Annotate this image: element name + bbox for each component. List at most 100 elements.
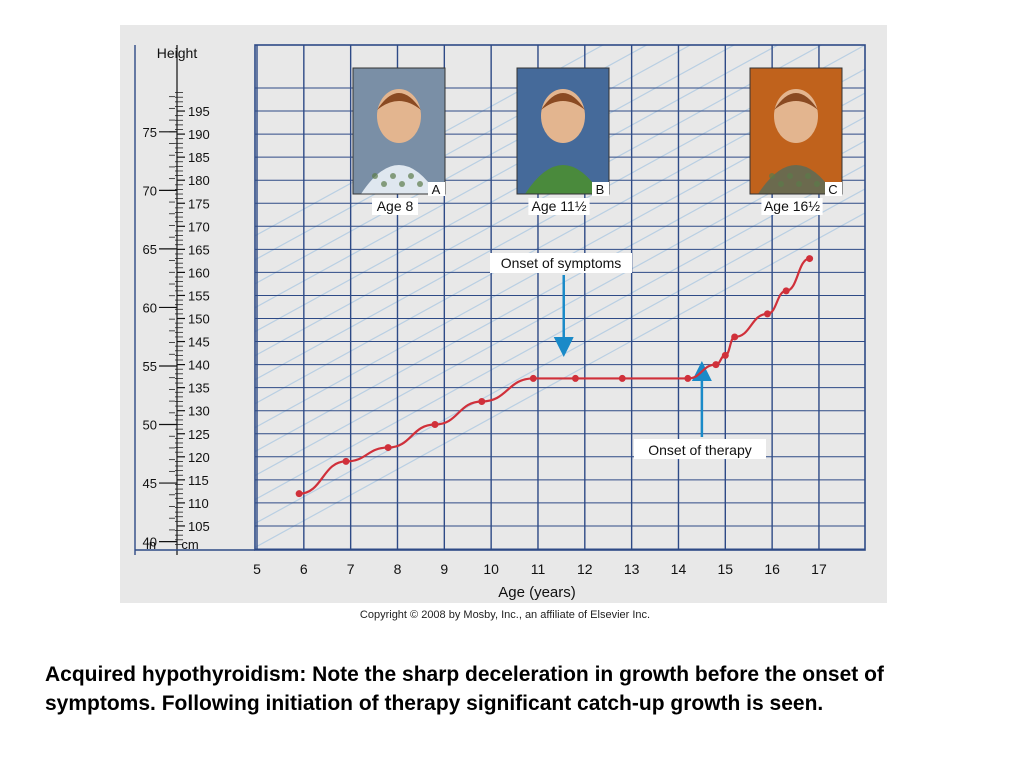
x-tick-label: 14 bbox=[671, 561, 687, 577]
series-layer bbox=[295, 255, 814, 498]
growth-chart: 1051101151201251301351401451501551601651… bbox=[120, 25, 887, 603]
photo-age-label: Age 11½ bbox=[531, 198, 586, 214]
y-tick-label-in: 65 bbox=[143, 242, 157, 257]
photo-shirt bbox=[525, 165, 601, 194]
shirt-pattern-dot bbox=[814, 181, 820, 187]
y-axis-label: Height bbox=[157, 45, 198, 61]
y-tick-label-cm: 165 bbox=[188, 242, 210, 257]
x-tick-label: 11 bbox=[531, 561, 546, 577]
photo-age-label: Age 16½ bbox=[764, 198, 820, 214]
photo-frame bbox=[352, 67, 446, 195]
photo-frame bbox=[749, 67, 843, 195]
annotations: Onset of symptoms Onset of therapy bbox=[490, 253, 766, 459]
x-tick-label: 8 bbox=[394, 561, 402, 577]
shirt-pattern-dot bbox=[805, 173, 811, 179]
patient-photo: B Age 11½ bbox=[516, 67, 610, 215]
y-units-left: in bbox=[146, 537, 156, 552]
y-tick-label-cm: 140 bbox=[188, 358, 210, 373]
photo-letter: A bbox=[432, 182, 441, 197]
y-tick-label-cm: 120 bbox=[188, 450, 210, 465]
patient-photos: A Age 8 B Age 11½ C Age 16½ bbox=[352, 67, 843, 215]
data-point bbox=[342, 457, 350, 465]
photo-label-bg bbox=[761, 198, 823, 215]
shirt-pattern-dot bbox=[372, 173, 378, 179]
x-tick-label: 7 bbox=[347, 561, 355, 577]
y-tick-label-cm: 150 bbox=[188, 312, 210, 327]
y-tick-label-in: 55 bbox=[143, 359, 157, 374]
patient-photo: C Age 16½ bbox=[749, 67, 843, 215]
y-tick-label-cm: 180 bbox=[188, 173, 210, 188]
data-point bbox=[712, 361, 720, 369]
shirt-pattern-dot bbox=[796, 181, 802, 187]
y-tick-label-in: 60 bbox=[143, 300, 157, 315]
y-tick-label-cm: 125 bbox=[188, 427, 210, 442]
photo-letter: B bbox=[596, 182, 605, 197]
y-tick-label-cm: 105 bbox=[188, 519, 210, 534]
data-point bbox=[478, 397, 486, 405]
photo-age-label: Age 8 bbox=[377, 198, 414, 214]
photo-letter-bg bbox=[428, 182, 445, 196]
x-tick-label: 9 bbox=[440, 561, 448, 577]
slide-caption: Acquired hypothyroidism: Note the sharp … bbox=[45, 663, 884, 715]
annotation-label-bg bbox=[634, 439, 766, 459]
y-tick-label-cm: 130 bbox=[188, 404, 210, 419]
photo-hair bbox=[774, 93, 818, 110]
photo-label-bg bbox=[528, 198, 590, 215]
x-tick-label: 17 bbox=[811, 561, 827, 577]
chart-axes: 1051101151201251301351401451501551601651… bbox=[134, 45, 827, 577]
y-tick-label-cm: 110 bbox=[188, 496, 209, 511]
x-tick-label: 15 bbox=[718, 561, 734, 577]
shirt-pattern-dot bbox=[399, 181, 405, 187]
data-point bbox=[763, 310, 771, 318]
photo-hair bbox=[377, 93, 421, 110]
plot-frame bbox=[254, 44, 866, 551]
data-point bbox=[806, 255, 814, 263]
y-tick-label-cm: 175 bbox=[188, 196, 210, 211]
y-tick-label-cm: 155 bbox=[188, 288, 210, 303]
x-tick-label: 10 bbox=[483, 561, 499, 577]
shirt-pattern-dot bbox=[390, 173, 396, 179]
shirt-pattern-dot bbox=[769, 173, 775, 179]
x-tick-label: 12 bbox=[577, 561, 593, 577]
shirt-pattern-dot bbox=[381, 181, 387, 187]
copyright-notice: Copyright © 2008 by Mosby, Inc., an affi… bbox=[359, 609, 651, 621]
shirt-pattern-dot bbox=[417, 181, 423, 187]
data-point bbox=[295, 490, 303, 498]
y-tick-label-cm: 135 bbox=[188, 381, 210, 396]
shirt-pattern-dot bbox=[408, 173, 414, 179]
patient-photo: A Age 8 bbox=[352, 67, 446, 215]
y-tick-label-in: 40 bbox=[143, 535, 157, 550]
photo-label-bg bbox=[372, 198, 418, 215]
x-tick-label: 16 bbox=[764, 561, 780, 577]
data-point bbox=[684, 374, 692, 382]
data-point bbox=[731, 333, 739, 341]
y-tick-label-cm: 195 bbox=[188, 104, 210, 119]
shirt-pattern-dot bbox=[778, 181, 784, 187]
photo-letter: C bbox=[828, 182, 837, 197]
y-tick-label-cm: 145 bbox=[188, 335, 210, 350]
data-point bbox=[782, 287, 790, 295]
photo-shirt bbox=[758, 165, 834, 194]
data-point bbox=[384, 444, 392, 452]
y-tick-label-cm: 185 bbox=[188, 150, 210, 165]
y-tick-label-cm: 190 bbox=[188, 127, 210, 142]
photo-letter-bg bbox=[825, 182, 842, 196]
y-units-right: cm bbox=[181, 537, 198, 552]
annotation-label-bg bbox=[490, 253, 632, 273]
photo-hair bbox=[541, 93, 585, 110]
data-point bbox=[571, 374, 579, 382]
data-point bbox=[721, 351, 729, 359]
x-tick-label: 6 bbox=[300, 561, 308, 577]
photo-shirt bbox=[361, 165, 437, 194]
annotation-onset-symptoms: Onset of symptoms bbox=[501, 255, 622, 271]
annotation-onset-therapy: Onset of therapy bbox=[648, 442, 752, 458]
x-tick-label: 5 bbox=[253, 561, 261, 577]
photo-frame bbox=[516, 67, 610, 195]
data-point bbox=[618, 374, 626, 382]
y-tick-label-cm: 115 bbox=[188, 473, 209, 488]
series-line bbox=[299, 257, 810, 495]
data-point bbox=[529, 374, 537, 382]
y-tick-label-in: 45 bbox=[143, 476, 157, 491]
y-tick-label-cm: 170 bbox=[188, 219, 210, 234]
data-point bbox=[431, 421, 439, 429]
